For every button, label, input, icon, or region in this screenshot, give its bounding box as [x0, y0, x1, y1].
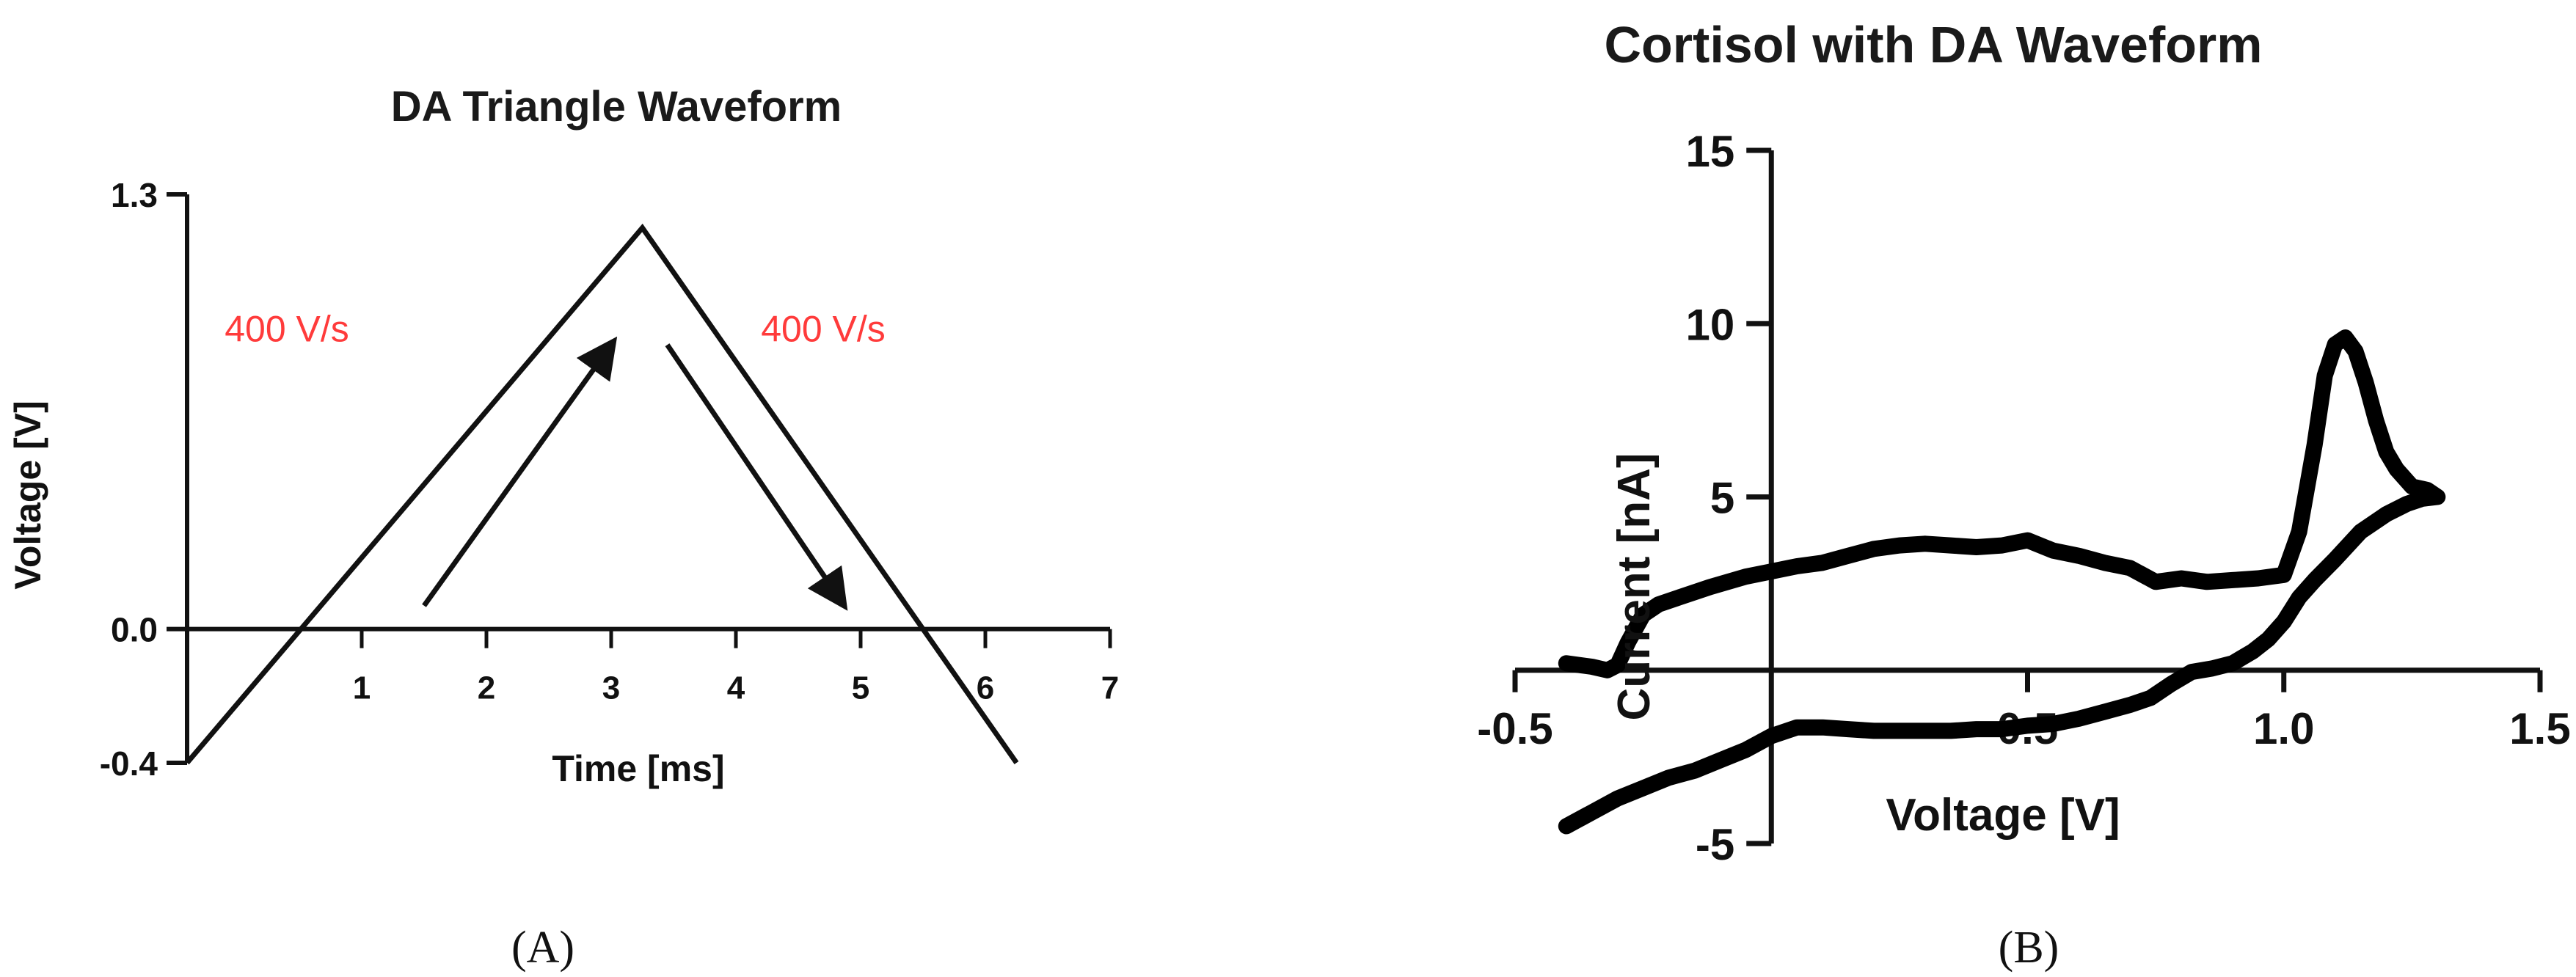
chart-a-plot-area: 1.3 0.0 -0.4 1 2 3 4 5 6 7 400 V/s 400 V/s	[100, 176, 1120, 783]
panel-label-b: (B)	[1999, 923, 2059, 973]
scan-rate-annotation: 400 V/s	[761, 308, 886, 349]
chart-a-title: DA Triangle Waveform	[391, 83, 842, 131]
chart-a-x-tick-label: 3	[602, 670, 620, 706]
chart-a-x-tick-label: 2	[478, 670, 495, 706]
chart-b-y-tick-label: 5	[1710, 474, 1734, 523]
panel-label-a: (A)	[511, 923, 574, 973]
chart-b-y-tick-label: 15	[1686, 127, 1735, 176]
scan-rate-annotation: 400 V/s	[225, 308, 349, 349]
chart-a-x-tick-label: 7	[1101, 670, 1119, 706]
chart-b-x-tick-label: 1.0	[2253, 704, 2314, 753]
chart-b-x-tick-label: -0.5	[1477, 704, 1552, 753]
chart-b-y-tick-label: -5	[1696, 820, 1734, 869]
chart-b-x-tick-label: 1.5	[2509, 704, 2570, 753]
chart-a-xlabel: Time [ms]	[552, 748, 724, 789]
chart-a-x-tick-label: 1	[353, 670, 371, 706]
chart-a-y-tick-label: 1.3	[111, 176, 158, 214]
chart-a-x-tick-label: 4	[727, 670, 745, 706]
chart-b-y-tick-label: 10	[1686, 300, 1735, 349]
chart-b-series-line	[1558, 329, 2446, 835]
rising-arrow	[422, 336, 618, 607]
falling-arrow	[665, 343, 848, 611]
chart-a-y-tick-label: -0.4	[100, 744, 158, 783]
chart-b-title: Cortisol with DA Waveform	[1604, 16, 2262, 73]
chart-a-x-tick-label: 6	[977, 670, 994, 706]
chart-a-x-tick-label: 5	[852, 670, 869, 706]
chart-a-ylabel: Voltage [V]	[7, 400, 48, 589]
chart-b-xlabel: Voltage [V]	[1886, 790, 2120, 841]
chart-a-series-line	[185, 223, 1019, 765]
chart-a-y-tick-label: 0.0	[111, 611, 158, 649]
chart-b-ylabel: Current [nA]	[1609, 453, 1660, 720]
chart-panel-a: DA Triangle Waveform 1.3 0.0 -0.4 1 2 3 4 5 6 7 40…	[7, 83, 1119, 973]
